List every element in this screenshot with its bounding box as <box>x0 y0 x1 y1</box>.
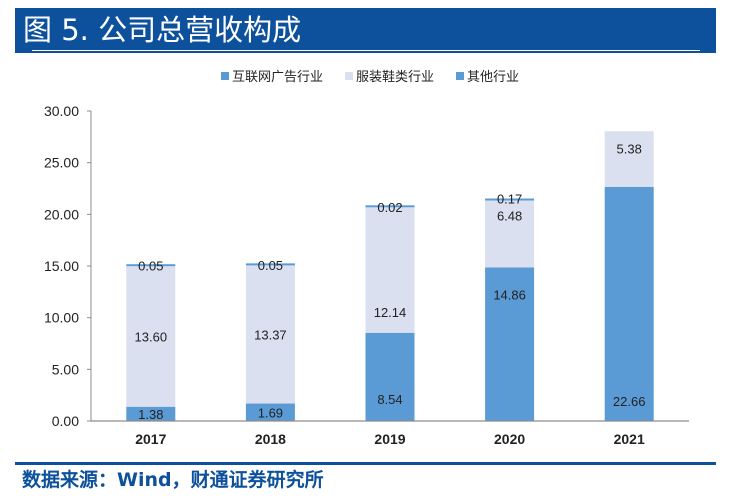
data-label-2019-series-2: 0.02 <box>377 200 402 215</box>
bar-2021-series-0 <box>604 186 654 421</box>
header-divider <box>32 50 700 51</box>
x-tick-label: 2020 <box>494 431 525 447</box>
y-tick-label: 30.00 <box>44 103 79 119</box>
figure-header: 图 5. 公司总营收构成 <box>15 8 716 53</box>
bar-2017-series-0 <box>126 406 176 421</box>
data-label-2018-series-0: 1.69 <box>258 405 283 420</box>
chart-legend: 互联网广告行业 服装鞋类行业 其他行业 <box>0 66 740 85</box>
data-label-2021-series-1: 5.38 <box>617 141 642 156</box>
bar-2017-series-1 <box>126 266 176 407</box>
y-tick-label: 0.00 <box>52 413 79 429</box>
y-tick-label: 15.00 <box>44 258 79 274</box>
data-label-2018-series-1: 13.37 <box>254 327 287 342</box>
data-label-2019-series-1: 12.14 <box>374 305 407 320</box>
x-tick-label: 2019 <box>374 431 405 447</box>
y-tick-label: 20.00 <box>44 206 79 222</box>
figure-title: 图 5. 公司总营收构成 <box>23 13 302 47</box>
data-label-2020-series-1: 6.48 <box>497 208 522 223</box>
bar-2020-series-2 <box>485 198 535 201</box>
bar-2019-series-1 <box>365 207 415 333</box>
bar-2019-series-0 <box>365 332 415 421</box>
data-label-2020-series-2: 0.17 <box>497 192 522 207</box>
legend-label-internet-ads: 互联网广告行业 <box>231 70 323 85</box>
data-label-2021-series-0: 22.66 <box>613 394 646 409</box>
y-tick-label: 5.00 <box>52 361 79 377</box>
data-labels: 1.38 13.60 0.05 1.69 13.37 0.05 8.54 12.14 0.02 1… <box>135 141 646 422</box>
bar-2021-series-1 <box>604 131 654 187</box>
source-note: 数据来源：Wind，财通证券研究所 <box>22 469 324 491</box>
data-label-2019-series-0: 8.54 <box>377 392 402 407</box>
legend-swatch-other <box>456 71 464 80</box>
y-axis: 0.00 5.00 10.00 15.00 20.00 25.00 30.00 <box>44 103 92 429</box>
bar-2018-series-0 <box>245 403 295 421</box>
bars <box>126 131 654 421</box>
x-tick-label: 2021 <box>614 431 645 447</box>
footer-divider <box>15 462 716 465</box>
legend-label-other: 其他行业 <box>467 70 520 85</box>
bar-2020-series-0 <box>485 267 535 421</box>
legend-swatch-apparel <box>344 71 353 80</box>
x-axis: 2017 2018 2019 2020 2021 <box>91 420 689 447</box>
legend-item-other: 其他行业 <box>456 66 519 85</box>
data-label-2017-series-1: 13.60 <box>135 329 168 344</box>
legend-item-internet-ads: 互联网广告行业 <box>220 66 323 85</box>
data-label-2020-series-0: 14.86 <box>493 287 526 302</box>
bar-2019-series-2 <box>365 205 415 208</box>
x-tick-label: 2018 <box>255 431 286 447</box>
legend-swatch-internet-ads <box>220 71 229 80</box>
data-label-2017-series-2: 0.05 <box>138 259 163 274</box>
y-tick-label: 25.00 <box>44 155 79 171</box>
bar-2018-series-2 <box>245 263 295 266</box>
bar-2020-series-1 <box>485 200 535 268</box>
legend-label-apparel: 服装鞋类行业 <box>355 70 434 85</box>
bar-2017-series-2 <box>126 264 176 267</box>
data-label-2018-series-2: 0.05 <box>258 258 283 273</box>
y-tick-label: 10.00 <box>44 310 79 326</box>
x-tick-label: 2017 <box>135 431 166 447</box>
legend-item-apparel: 服装鞋类行业 <box>344 66 434 85</box>
bar-2018-series-1 <box>245 265 295 404</box>
data-label-2017-series-0: 1.38 <box>138 407 163 422</box>
